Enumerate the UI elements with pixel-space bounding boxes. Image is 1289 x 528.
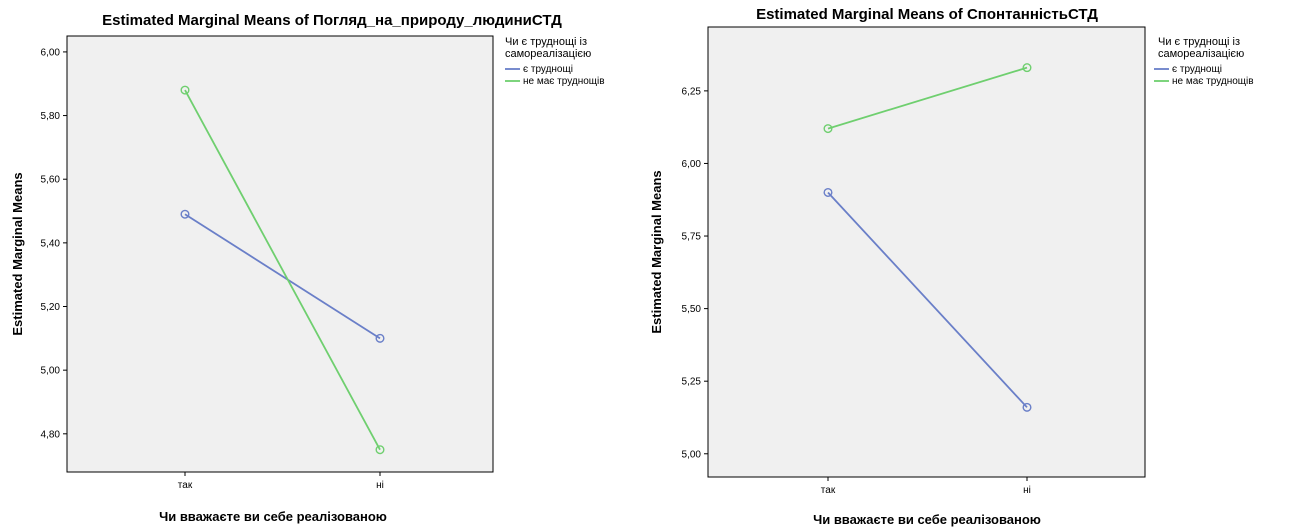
y-tick-label: 5,25 [682, 377, 702, 388]
chart-right: Estimated Marginal Means of Спонтанність… [649, 6, 1254, 527]
series-line [184, 213, 381, 340]
series-line [827, 191, 1028, 408]
y-tick-label: 4,80 [41, 429, 61, 440]
x-axis-label: Чи вважаєте ви себе реалізованою [813, 512, 1041, 527]
y-tick-label: 5,00 [682, 449, 702, 460]
x-tick-label: так [821, 485, 836, 496]
data-point [375, 333, 385, 343]
legend-label: є труднощі [523, 64, 573, 75]
x-tick-label: так [178, 480, 193, 491]
y-tick-label: 5,50 [682, 304, 702, 315]
y-tick-label: 5,80 [41, 111, 61, 122]
x-tick-label: ні [1023, 485, 1031, 496]
data-point [1022, 63, 1032, 73]
data-point [823, 187, 833, 197]
chart-title: Estimated Marginal Means of Погляд_на_пр… [102, 12, 562, 29]
y-tick-label: 6,25 [682, 86, 702, 97]
x-tick-label: ні [376, 480, 384, 491]
y-tick-label: 6,00 [682, 159, 702, 170]
legend-title: самореалізацією [505, 48, 591, 60]
y-tick-label: 5,00 [41, 366, 61, 377]
legend-title: Чи є труднощі із [1158, 36, 1240, 48]
legend-label: є труднощі [1172, 64, 1222, 75]
y-tick-label: 5,40 [41, 238, 61, 249]
y-tick-label: 5,60 [41, 175, 61, 186]
data-point [1022, 402, 1032, 412]
plot-area [66, 35, 494, 473]
y-tick-label: 6,00 [41, 47, 61, 58]
series-line [827, 66, 1028, 130]
y-tick-label: 5,20 [41, 302, 61, 313]
data-point [180, 85, 190, 95]
chart-title: Estimated Marginal Means of Спонтанність… [756, 6, 1098, 23]
y-axis-label: Estimated Marginal Means [649, 170, 664, 333]
legend-label: не має труднощів [523, 76, 605, 87]
y-axis-label: Estimated Marginal Means [10, 172, 25, 335]
legend-title: самореалізацією [1158, 48, 1244, 60]
x-axis-label: Чи вважаєте ви себе реалізованою [159, 509, 387, 524]
legend-label: не має труднощів [1172, 76, 1254, 87]
data-point [823, 124, 833, 134]
legend-title: Чи є труднощі із [505, 36, 587, 48]
y-tick-label: 5,75 [682, 232, 702, 243]
plot-area [707, 26, 1146, 478]
data-point [180, 209, 190, 219]
series-line [184, 89, 381, 451]
chart-left: Estimated Marginal Means of Погляд_на_пр… [10, 12, 605, 524]
data-point [375, 445, 385, 455]
